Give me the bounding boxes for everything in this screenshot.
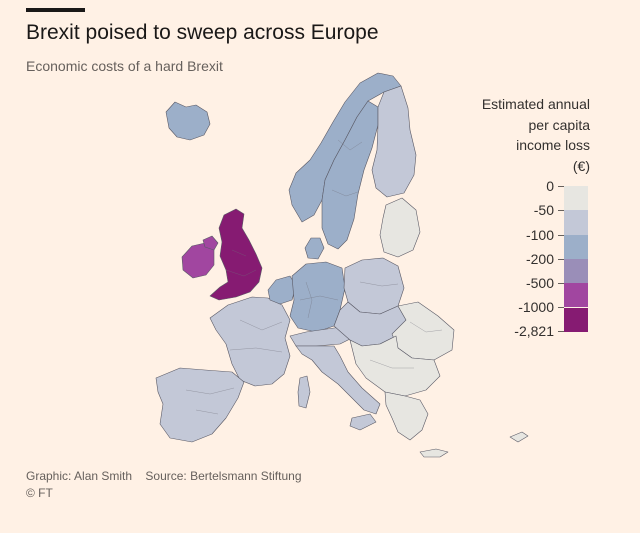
- legend-tick-label: -50: [533, 202, 554, 218]
- legend-tick-mark: [558, 210, 564, 211]
- legend-title-line: (€): [572, 157, 590, 174]
- region-cyprus: [509, 431, 529, 443]
- region-northern-ireland: [202, 235, 219, 251]
- legend-title: Estimated annual per capita income loss …: [440, 94, 590, 176]
- legend-tick-label: 0: [546, 178, 554, 194]
- region-benelux: [267, 275, 297, 305]
- legend-swatch: [564, 283, 588, 308]
- chart-subtitle: Economic costs of a hard Brexit: [26, 58, 223, 74]
- region-balkans: [349, 335, 441, 397]
- legend-tick-mark: [558, 307, 564, 308]
- legend-tick-mark: [558, 235, 564, 236]
- region-greece: [384, 391, 429, 441]
- region-italy: [295, 345, 381, 415]
- legend-title-line: income loss: [516, 137, 590, 153]
- legend-tick-mark: [558, 259, 564, 260]
- region-corsica-sardinia: [297, 375, 311, 409]
- region-denmark: [304, 237, 325, 260]
- ft-accent-bar: [26, 8, 85, 12]
- copyright: © FT: [26, 486, 53, 500]
- region-sicily: [349, 413, 377, 431]
- legend-swatch: [564, 258, 588, 284]
- legend-tick-mark: [558, 331, 564, 332]
- legend-title-line: per capita: [528, 116, 590, 133]
- region-ireland: [181, 242, 215, 279]
- legend-swatch: [564, 186, 588, 211]
- source-credit: Source: Bertelsmann Stiftung: [145, 469, 302, 483]
- graphic-credit: Graphic: Alan Smith: [26, 469, 133, 483]
- region-france: [209, 296, 291, 387]
- chart-title: Brexit poised to sweep across Europe: [26, 21, 379, 44]
- legend-swatch: [564, 210, 588, 235]
- legend-tick-label: -100: [525, 227, 554, 243]
- region-baltics: [379, 197, 421, 258]
- legend-tick-label: -200: [525, 251, 554, 267]
- legend-tick-mark: [558, 283, 564, 284]
- region-great-britain: [209, 208, 263, 301]
- region-crete: [419, 448, 449, 458]
- legend-swatch: [564, 307, 588, 332]
- region-sweden: [321, 100, 379, 250]
- region-iceland: [165, 101, 211, 141]
- legend-tick-label: -500: [525, 275, 554, 291]
- region-iberia: [155, 367, 245, 443]
- legend-color-scale: [564, 186, 588, 332]
- legend-swatch: [564, 234, 588, 259]
- region-finland: [371, 85, 417, 198]
- legend-tick-mark: [558, 186, 564, 187]
- internal-region-borders: [185, 139, 443, 415]
- region-poland: [343, 257, 405, 315]
- legend-tick-label: -2,821: [514, 323, 554, 339]
- legend-title-line: Estimated annual: [481, 96, 590, 112]
- legend-tick-label: -1000: [518, 299, 554, 315]
- source-line: Graphic: Alan Smith Source: Bertelsmann …: [26, 469, 312, 483]
